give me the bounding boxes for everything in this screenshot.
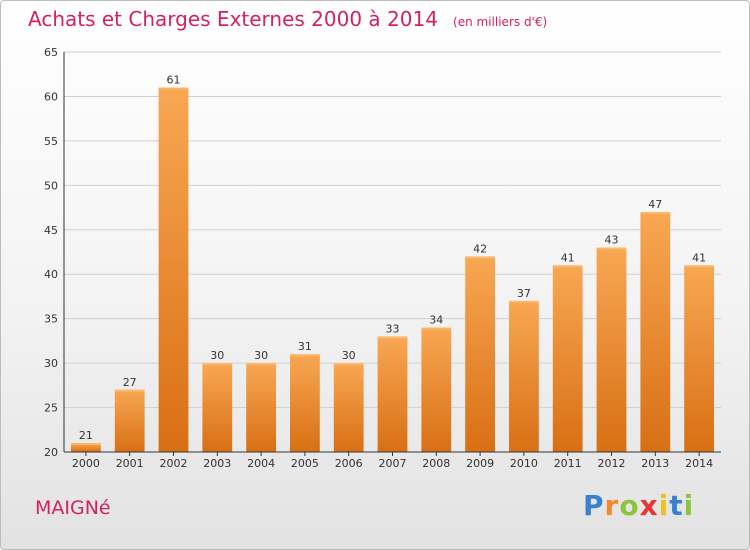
logo-letter: t [669, 489, 684, 522]
data-label: 41 [561, 251, 575, 264]
y-tick-label: 35 [44, 313, 58, 326]
bar-top [202, 363, 233, 366]
title-row: Achats et Charges Externes 2000 à 2014 (… [28, 7, 547, 31]
bar-top [684, 265, 714, 268]
x-tick-label: 2013 [641, 457, 669, 470]
bar [158, 87, 189, 453]
proxiti-logo: Proxiti [583, 489, 694, 522]
bar-top [114, 389, 145, 392]
logo-letter: i [658, 489, 670, 522]
y-tick-label: 60 [44, 90, 58, 103]
bar [421, 327, 452, 452]
bar-top [290, 354, 320, 357]
bar-top [158, 87, 189, 90]
data-label: 27 [123, 376, 137, 389]
y-tick-label: 45 [44, 224, 58, 237]
data-label: 61 [167, 74, 181, 87]
data-label: 30 [254, 349, 268, 362]
logo-letter: r [604, 489, 620, 522]
x-tick-label: 2009 [466, 457, 494, 470]
x-tick-label: 2011 [554, 457, 582, 470]
bar [509, 300, 539, 452]
y-tick-label: 50 [44, 179, 58, 192]
bar-top [552, 265, 583, 268]
data-label: 37 [517, 287, 531, 300]
bar-top [596, 247, 627, 250]
x-tick-label: 2014 [685, 457, 713, 470]
data-label: 21 [79, 429, 93, 442]
x-tick-label: 2002 [160, 457, 188, 470]
data-label: 47 [648, 198, 662, 211]
x-tick-label: 2001 [116, 457, 144, 470]
y-tick-label: 40 [44, 268, 58, 281]
bar [377, 336, 408, 452]
bar-layer: 21 27 61 30 30 31 30 33 34 42 37 41 43 47 41 [71, 74, 714, 453]
data-label: 31 [298, 340, 312, 353]
x-tick-label: 2003 [203, 457, 231, 470]
data-label: 41 [692, 251, 706, 264]
data-label: 34 [429, 314, 443, 327]
x-tick-label: 2010 [510, 457, 538, 470]
bar [202, 363, 233, 452]
bar-top [640, 212, 671, 214]
bar-top [509, 300, 539, 303]
axis-layer: 20 25 30 35 40 45 50 55 60 65 2000 2001 2002 2003 2004… [44, 46, 721, 470]
y-tick-label: 25 [44, 402, 58, 415]
chart-subtitle: (en milliers d'€) [453, 15, 548, 29]
y-tick-label: 30 [44, 357, 58, 370]
chart-title: Achats et Charges Externes 2000 à 2014 [28, 7, 438, 31]
bar-top [71, 443, 101, 446]
bar-top [421, 327, 452, 330]
commune-name: MAIGNé [35, 497, 111, 519]
bar [552, 265, 583, 452]
x-tick-label: 2006 [335, 457, 363, 470]
bar-top [465, 256, 495, 259]
y-tick-label: 20 [44, 446, 58, 459]
y-tick-label: 65 [44, 46, 58, 59]
bar [596, 247, 627, 452]
bar [246, 363, 276, 452]
logo-letter: i [683, 489, 695, 522]
bar-top [377, 336, 408, 339]
bar [333, 363, 364, 452]
bar-top [246, 363, 276, 366]
logo-letter: o [619, 489, 640, 522]
x-tick-label: 2004 [247, 457, 275, 470]
logo-letter: P [583, 489, 605, 522]
data-label: 42 [473, 242, 487, 255]
x-tick-label: 2005 [291, 457, 319, 470]
data-label: 30 [342, 349, 356, 362]
bar [114, 389, 145, 452]
bar [465, 256, 495, 452]
x-tick-label: 2008 [422, 457, 450, 470]
y-tick-label: 55 [44, 135, 58, 148]
x-tick-label: 2000 [72, 457, 100, 470]
data-label: 43 [605, 234, 619, 247]
bar [290, 354, 320, 452]
bar-top [333, 363, 364, 366]
bar [71, 443, 101, 452]
x-tick-label: 2012 [598, 457, 626, 470]
logo-letter: x [639, 489, 659, 522]
x-tick-label: 2007 [379, 457, 407, 470]
bar [684, 265, 714, 452]
bar [640, 212, 671, 452]
data-label: 30 [210, 349, 224, 362]
data-label: 33 [386, 322, 400, 335]
